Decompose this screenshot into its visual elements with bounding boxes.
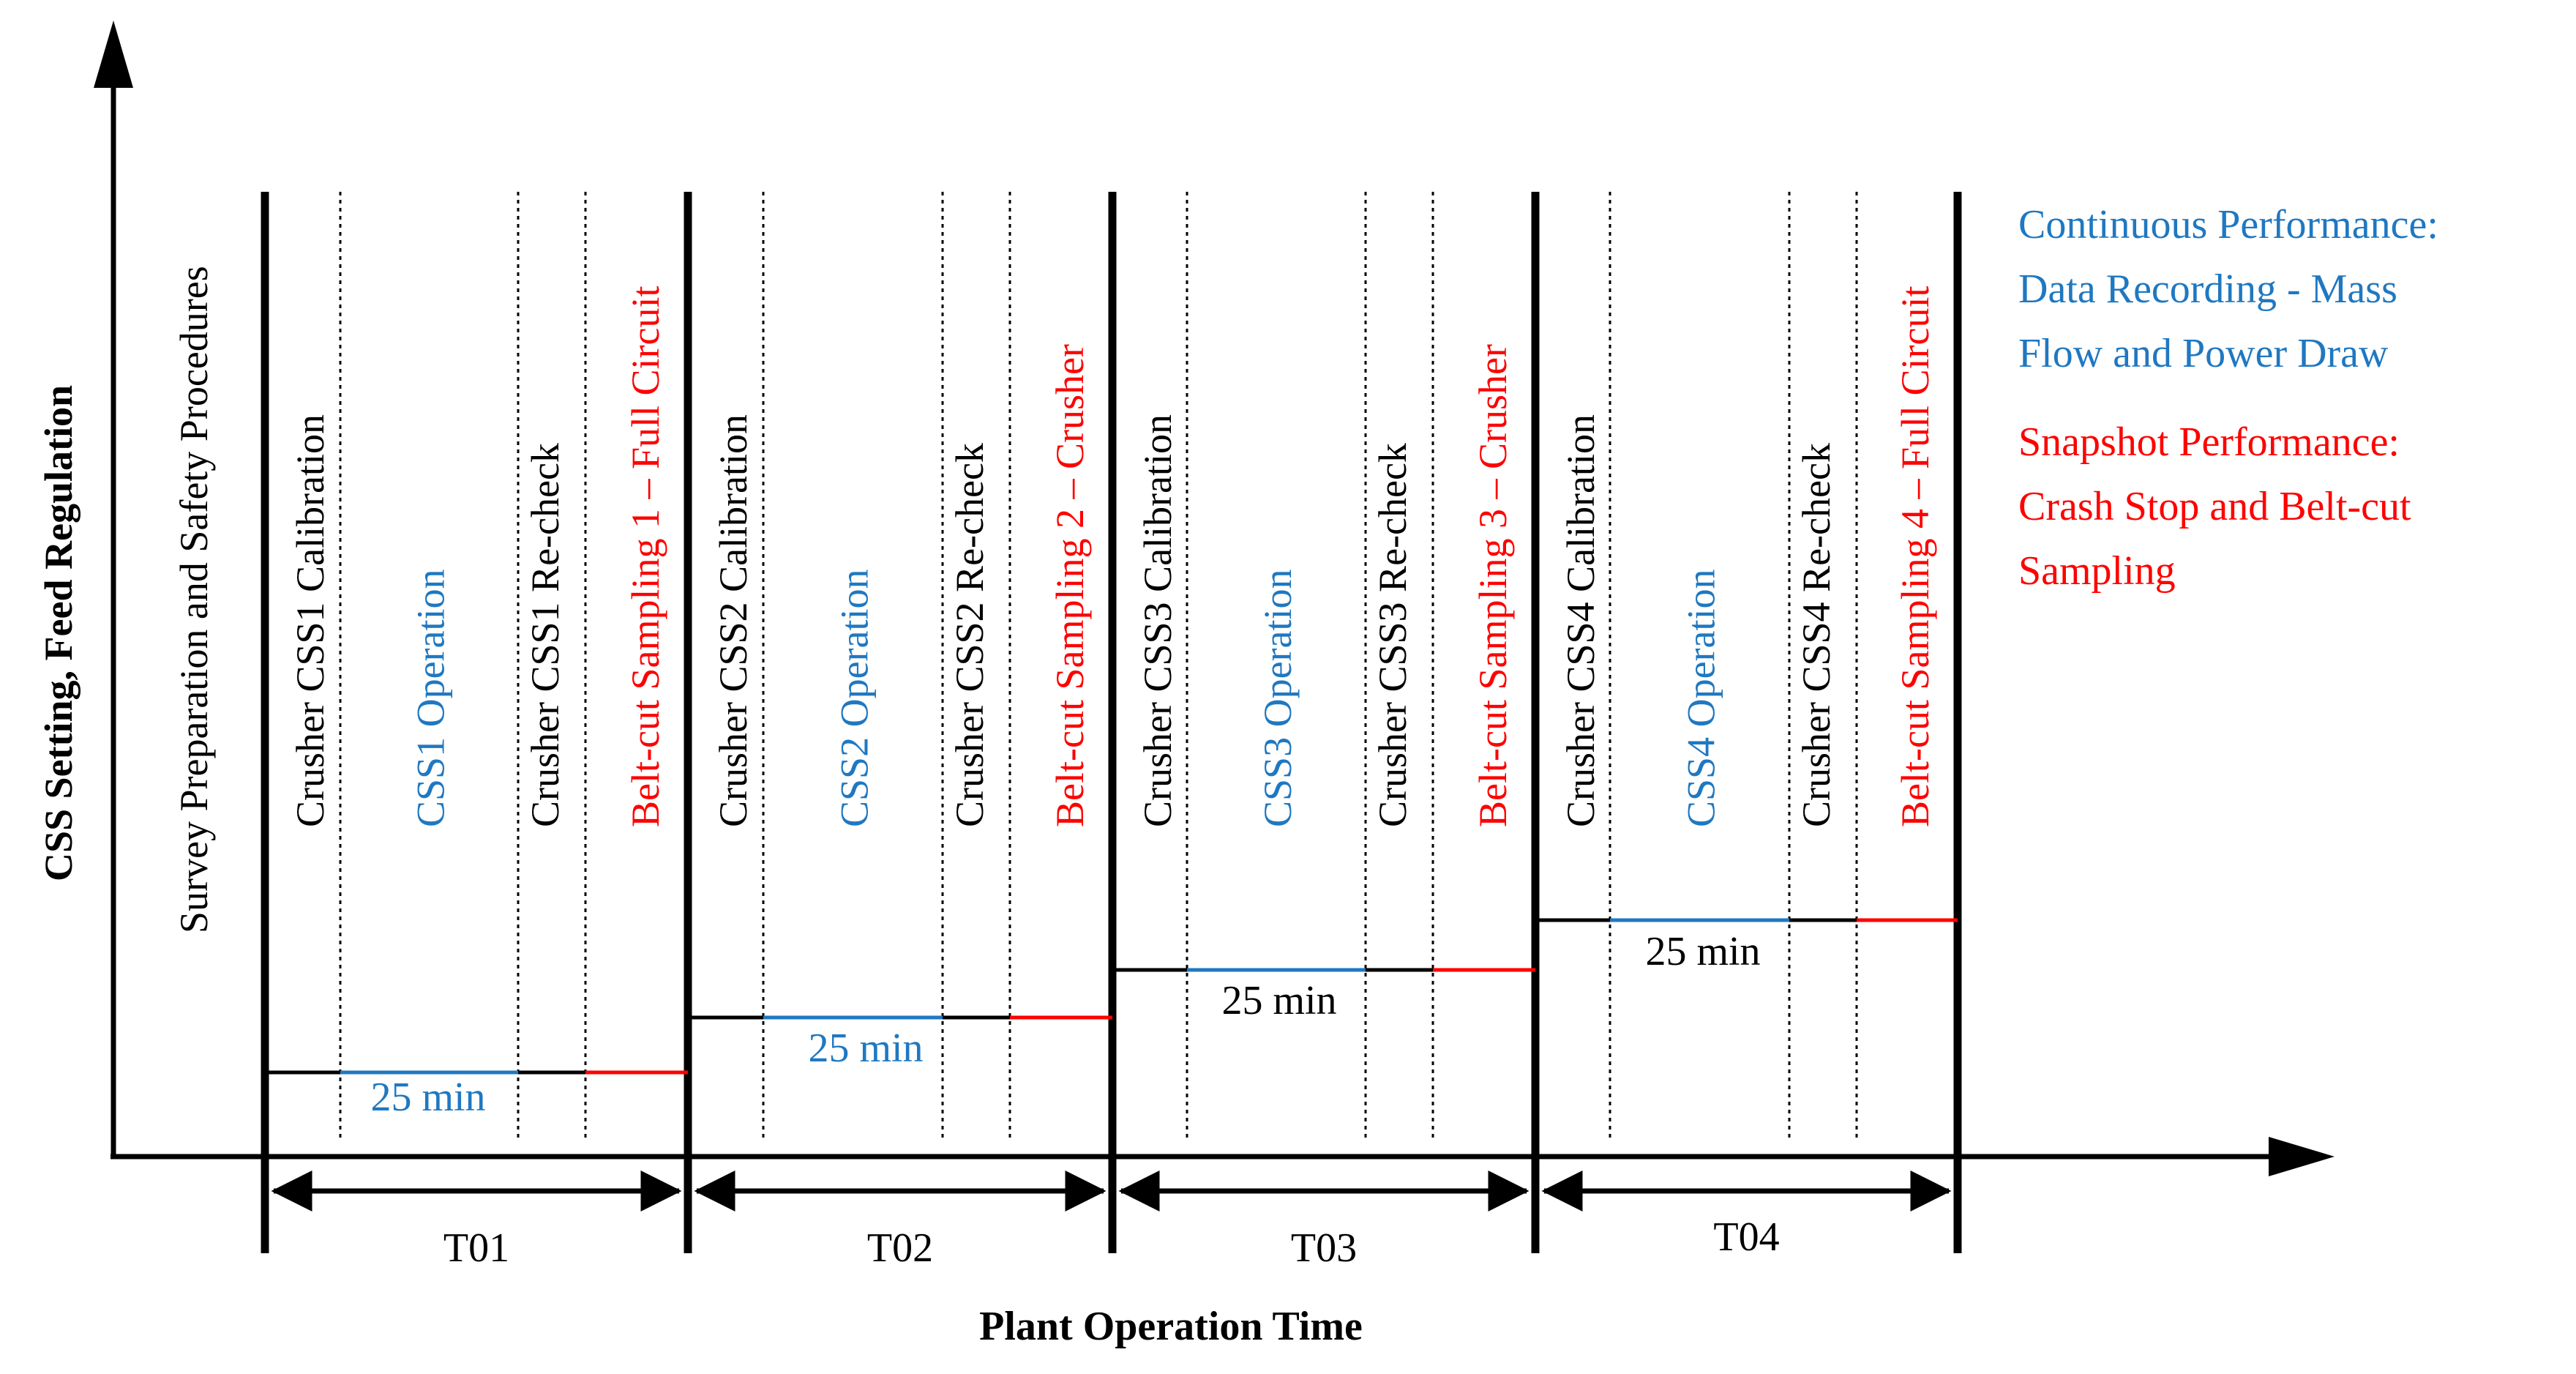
legend: Continuous Performance: Data Recording -… <box>2018 202 2438 594</box>
trial-periods: 25 min Crusher CSS1 Calibration CSS1 Opera… <box>261 192 1962 1271</box>
legend-snapshot-line-1: Snapshot Performance: <box>2018 419 2400 465</box>
operation-label: CSS4 Operation <box>1680 569 1723 827</box>
y-axis-arrowhead <box>94 20 133 88</box>
duration-label: 25 min <box>1221 978 1336 1023</box>
trial-id-label: T01 <box>443 1225 509 1271</box>
legend-continuous: Continuous Performance: Data Recording -… <box>2018 202 2438 376</box>
operation-label: CSS2 Operation <box>833 569 877 827</box>
trial-id-label: T03 <box>1291 1225 1357 1271</box>
recheck-label: Crusher CSS4 Re-check <box>1794 443 1838 827</box>
legend-snapshot: Snapshot Performance: Crash Stop and Bel… <box>2018 419 2411 594</box>
calibration-label: Crusher CSS4 Calibration <box>1559 414 1603 827</box>
sampling-label: Belt-cut Sampling 2 – Crusher <box>1048 344 1092 827</box>
legend-continuous-line-1: Continuous Performance: <box>2018 202 2438 247</box>
trial-period-t01: 25 min Crusher CSS1 Calibration CSS1 Opera… <box>265 192 688 1271</box>
legend-continuous-line-3: Flow and Power Draw <box>2018 331 2389 376</box>
survey-prep-label: Survey Preparation and Safety Procedures <box>172 266 216 933</box>
y-axis-label: CSS Setting, Feed Regulation <box>37 385 80 881</box>
sampling-label: Belt-cut Sampling 1 – Full Circuit <box>624 286 667 827</box>
recheck-label: Crusher CSS1 Re-check <box>523 443 567 827</box>
x-axis-arrowhead <box>2269 1137 2334 1176</box>
legend-snapshot-line-2: Crash Stop and Belt-cut <box>2018 484 2411 529</box>
x-axis-label: Plant Operation Time <box>979 1304 1363 1349</box>
trial-period-t03: 25 min Crusher CSS3 Calibration CSS3 Opera… <box>1112 192 1535 1271</box>
calibration-label: Crusher CSS1 Calibration <box>288 414 332 827</box>
duration-label: 25 min <box>370 1075 485 1120</box>
recheck-label: Crusher CSS3 Re-check <box>1371 443 1415 827</box>
trial-id-label: T04 <box>1713 1214 1779 1260</box>
trial-period-t02: 25 min Crusher CSS2 Calibration CSS2 Opera… <box>688 192 1112 1271</box>
legend-continuous-line-2: Data Recording - Mass <box>2018 266 2397 312</box>
operation-label: CSS3 Operation <box>1256 569 1300 827</box>
trial-id-label: T02 <box>867 1225 933 1271</box>
calibration-label: Crusher CSS3 Calibration <box>1136 414 1180 827</box>
sampling-label: Belt-cut Sampling 4 – Full Circuit <box>1893 286 1937 827</box>
recheck-label: Crusher CSS2 Re-check <box>948 443 992 827</box>
sampling-label: Belt-cut Sampling 3 – Crusher <box>1471 344 1515 827</box>
legend-snapshot-line-3: Sampling <box>2018 548 2176 594</box>
duration-label: 25 min <box>1645 929 1760 974</box>
duration-label: 25 min <box>808 1026 923 1071</box>
operation-label: CSS1 Operation <box>409 569 453 827</box>
calibration-label: Crusher CSS2 Calibration <box>711 414 755 827</box>
trial-period-t04: 25 min Crusher CSS4 Calibration CSS4 Opera… <box>1535 192 1958 1260</box>
